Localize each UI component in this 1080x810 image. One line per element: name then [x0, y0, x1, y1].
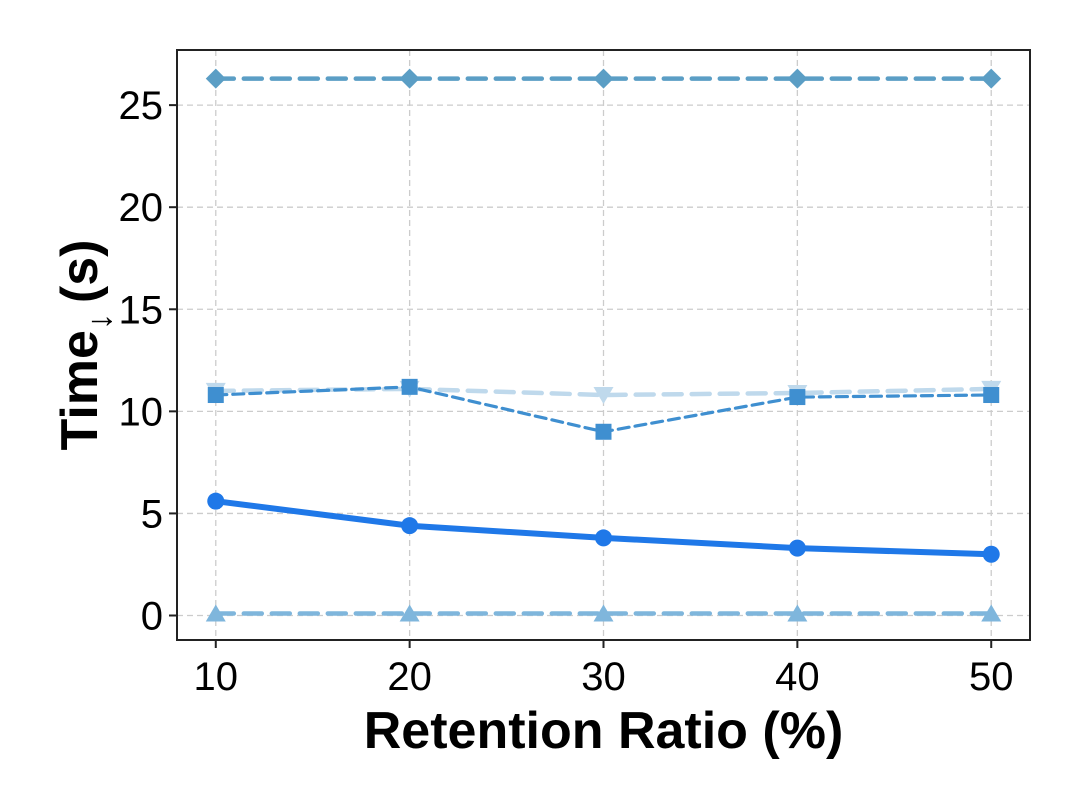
series-circle-point — [207, 492, 225, 510]
series-square — [207, 378, 1000, 440]
series-group — [205, 68, 1002, 622]
series-diamond-point — [205, 68, 226, 89]
tick-marks — [169, 104, 993, 648]
y-tick-label: 25 — [119, 84, 164, 128]
y-tick-label: 5 — [141, 492, 163, 536]
series-triangle-up-point — [205, 604, 226, 622]
y-axis-title-unit: (s) — [51, 240, 109, 304]
x-tick-label: 10 — [194, 655, 239, 699]
series-square-point — [401, 378, 418, 395]
y-axis-title: Time↓ (s) — [51, 240, 119, 451]
y-tick-label: 0 — [141, 595, 163, 639]
series-triangle-down-point — [593, 387, 614, 405]
series-diamond-point — [593, 68, 614, 89]
series-triangle-up-point — [787, 604, 808, 622]
series-diamond-point — [399, 68, 420, 89]
y-tick-label: 20 — [119, 186, 164, 230]
y-axis-title-main: Time — [51, 330, 109, 450]
series-diamond-point — [981, 68, 1002, 89]
x-tick-label: 40 — [775, 655, 820, 699]
series-circle-point — [401, 517, 419, 535]
y-tick-label: 10 — [119, 390, 164, 434]
series-diamond — [205, 68, 1002, 89]
y-tick-label: 15 — [119, 288, 164, 332]
series-circle — [207, 492, 1000, 563]
series-square-point — [595, 423, 612, 440]
series-triangle-up-point — [399, 604, 420, 622]
series-square-point — [983, 387, 1000, 404]
series-triangle-up-point — [981, 604, 1002, 622]
series-square-point — [789, 389, 806, 406]
tick-labels: 10 20 30 40 50 0 5 10 15 20 25 — [119, 84, 1014, 699]
x-tick-label: 20 — [387, 655, 432, 699]
series-triangle-up — [205, 604, 1002, 622]
series-circle-point — [788, 539, 806, 557]
series-diamond-point — [787, 68, 808, 89]
series-square-point — [207, 387, 224, 404]
series-circle-point — [595, 529, 612, 547]
x-tick-label: 30 — [581, 655, 626, 699]
x-tick-label: 50 — [969, 655, 1014, 699]
series-triangle-up-point — [593, 604, 614, 622]
series-circle-point — [982, 545, 1000, 563]
y-axis-title-arrow: ↓ — [81, 313, 119, 330]
x-axis-title: Retention Ratio (%) — [364, 702, 844, 760]
